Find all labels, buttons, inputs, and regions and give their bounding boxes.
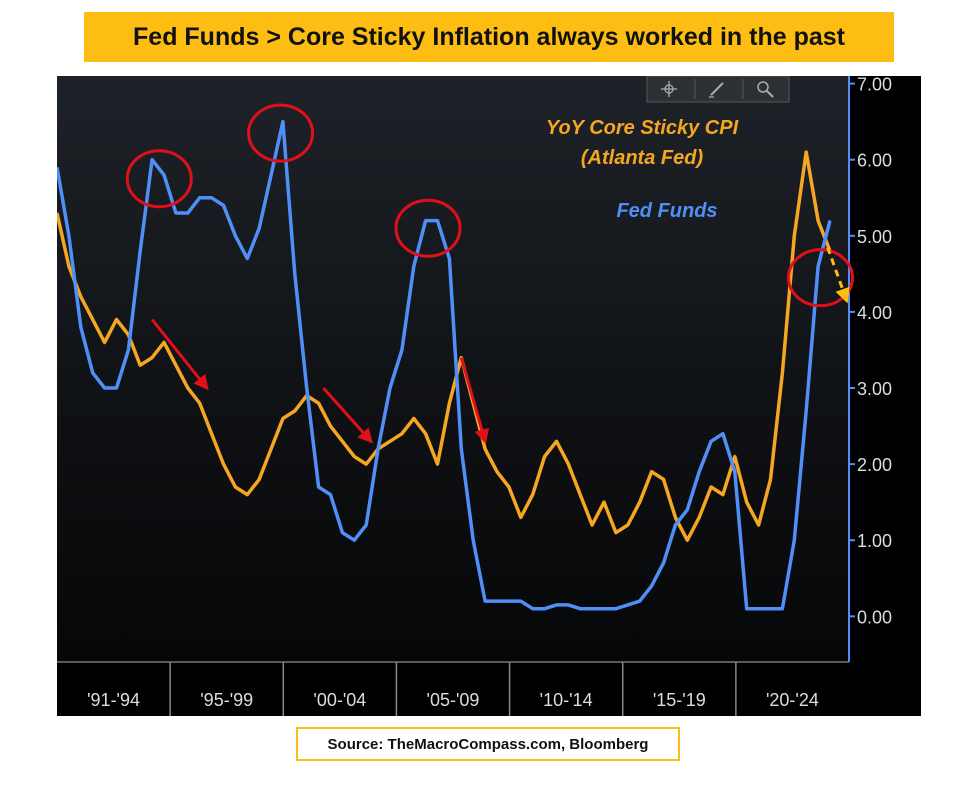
x-tick-label: '05-'09 (427, 690, 480, 710)
y-tick-label: 5.00 (857, 227, 892, 247)
y-tick-label: 7.00 (857, 76, 892, 95)
legend-sticky-cpi-line2: (Atlanta Fed) (581, 147, 704, 169)
y-tick-label: 6.00 (857, 151, 892, 171)
x-axis: '91-'94 '95-'99 '00-'04 '05-'09 '10-'14 '15-'… (57, 661, 849, 716)
y-tick-label: 3.00 (857, 379, 892, 399)
highlight-circle (786, 248, 854, 308)
y-axis: 0.00 1.00 2.00 3.00 4.00 5.00 6.00 7.00 (848, 75, 892, 662)
series-layer (55, 119, 832, 611)
x-tick-label: '15-'19 (653, 690, 706, 710)
legend-sticky-cpi-line1: YoY Core Sticky CPI (546, 117, 739, 139)
highlight-circle (247, 103, 315, 163)
plot-background (57, 76, 921, 716)
magnifier-icon[interactable] (757, 81, 774, 98)
axis-band-bottom (57, 662, 921, 716)
crosshair-icon[interactable] (661, 81, 677, 97)
sticky-cpi-line (55, 150, 832, 542)
highlight-circle (125, 149, 193, 209)
trend-arrow (459, 357, 490, 445)
y-tick-label: 1.00 (857, 531, 892, 551)
legend-fed-funds: Fed Funds (616, 200, 717, 222)
forecast-arrow (826, 246, 850, 304)
x-tick-label: '20-'24 (766, 690, 819, 710)
x-tick-label: '00-'04 (313, 690, 366, 710)
trend-arrow (150, 318, 209, 391)
highlight-circle (394, 198, 462, 258)
x-tick-label: '91-'94 (87, 690, 140, 710)
chart-title: Fed Funds > Core Sticky Inflation always… (84, 12, 894, 62)
annotation-layer (125, 103, 854, 445)
legend: YoY Core Sticky CPI (Atlanta Fed) Fed Fu… (546, 117, 739, 222)
source-note: Source: TheMacroCompass.com, Bloomberg (296, 727, 680, 761)
chart-svg: '91-'94 '95-'99 '00-'04 '05-'09 '10-'14 '15-'… (55, 75, 921, 716)
axis-band-right (849, 76, 921, 662)
chart-panel: '91-'94 '95-'99 '00-'04 '05-'09 '10-'14 '15-'… (55, 75, 921, 716)
x-tick-label: '10-'14 (540, 690, 593, 710)
y-tick-label: 0.00 (857, 607, 892, 627)
trend-arrow (322, 387, 373, 444)
y-tick-label: 4.00 (857, 303, 892, 323)
fed-funds-line (55, 119, 832, 611)
pencil-icon[interactable] (709, 82, 724, 98)
y-tick-label: 2.00 (857, 455, 892, 475)
x-tick-label: '95-'99 (200, 690, 253, 710)
chart-toolbar (646, 75, 790, 103)
